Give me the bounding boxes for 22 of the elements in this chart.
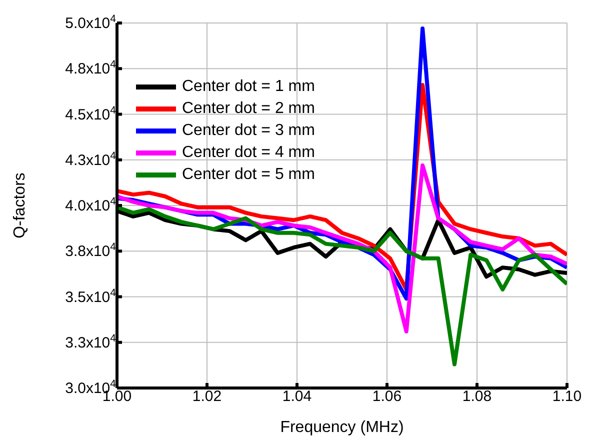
x-tick-label: 1.02 [192, 388, 222, 405]
y-tick-label: 3.8x10$^{4}$ [65, 241, 116, 260]
legend-label: Center dot = 5 mm [182, 165, 315, 185]
y-tick-label: 4.3x10$^{4}$ [65, 150, 116, 169]
legend-label: Center dot = 4 mm [182, 143, 315, 163]
legend-label: Center dot = 1 mm [182, 77, 315, 97]
line-series [117, 205, 567, 366]
x-tick-label: 1.08 [462, 388, 492, 405]
y-axis-title: Q-factors [12, 172, 29, 238]
line-series [117, 163, 567, 334]
x-tick-label: 1.10 [552, 388, 582, 405]
x-tick-label: 1.04 [282, 388, 312, 405]
x-axis-title: Frequency (MHz) [280, 419, 404, 436]
y-tick-label: 5.0x10$^{4}$ [65, 13, 116, 32]
y-tick-label: 4.5x10$^{4}$ [65, 104, 116, 124]
y-tick-label: 4.8x10$^{4}$ [65, 58, 116, 78]
y-tick-label: 4.0x10$^{4}$ [65, 196, 116, 214]
x-tick-label: 1.06 [372, 388, 402, 405]
legend-label: Center dot = 2 mm [182, 99, 315, 119]
y-tick-label: 3.3x10$^{4}$ [65, 332, 116, 352]
y-tick-label: 3.5x10$^{4}$ [65, 286, 116, 306]
legend-label: Center dot = 3 mm [182, 121, 315, 141]
